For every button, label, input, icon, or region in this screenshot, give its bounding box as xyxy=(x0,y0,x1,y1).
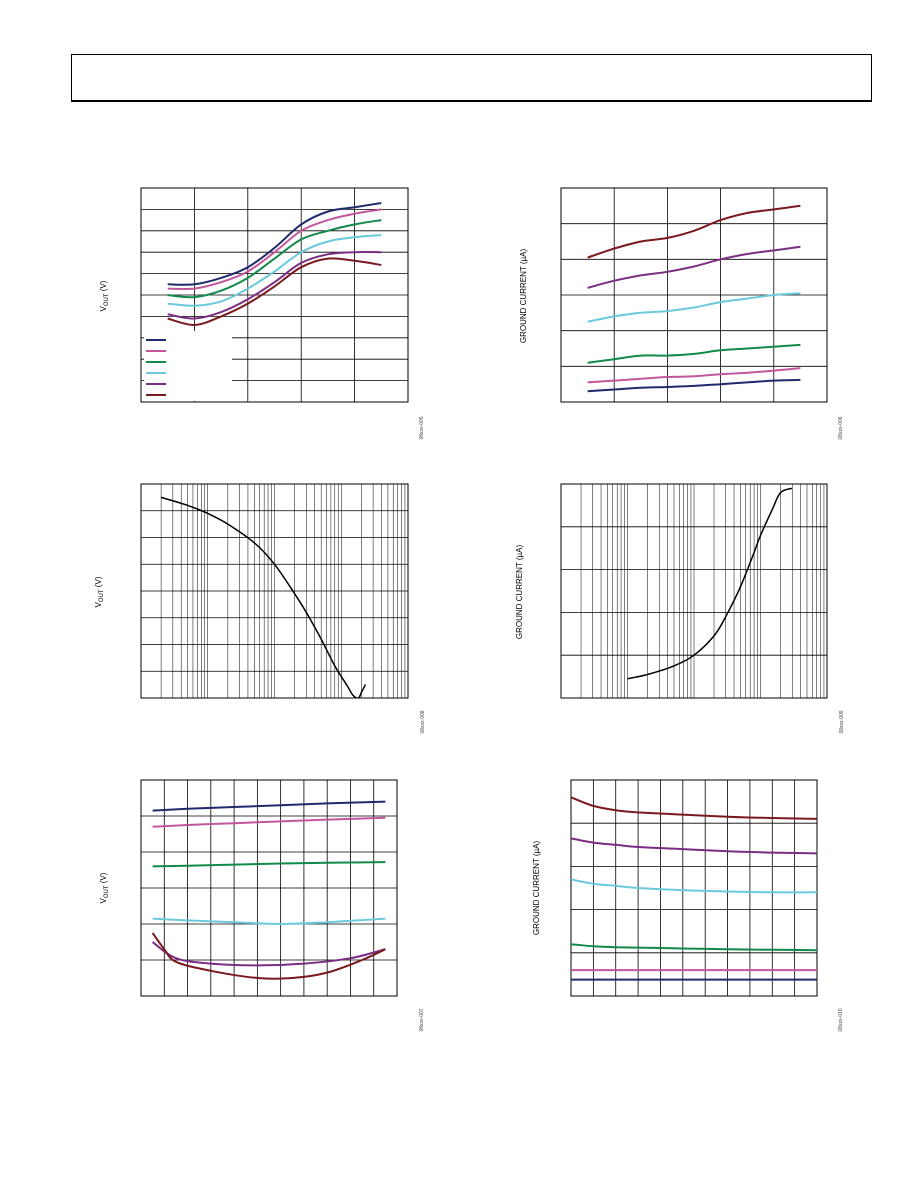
y-axis-label: VOUT (V) xyxy=(99,872,110,903)
chart-4: GROUND CURRENT (µA) 08xxx-009 xyxy=(515,483,845,734)
series-line-cyan xyxy=(571,878,817,894)
plot-frame xyxy=(560,187,828,403)
series-line-black xyxy=(627,487,793,680)
y-axis-label: GROUND CURRENT (µA) xyxy=(519,249,528,344)
series-line-navy xyxy=(152,800,386,812)
page-header-box xyxy=(71,54,872,102)
series-line-purple xyxy=(571,837,817,855)
chart-5: VOUT (V) 08xxx-007 xyxy=(99,779,425,1032)
y-axis-label: GROUND CURRENT (µA) xyxy=(515,545,524,640)
series-line-purple xyxy=(167,251,382,320)
chart-3: VOUT (V) 08xxx-008 xyxy=(94,483,426,734)
y-axis-label: VOUT (V) xyxy=(99,280,110,311)
chart-6: GROUND CURRENT (µA) 08xxx-010 xyxy=(532,779,844,1032)
series-line-maroon xyxy=(571,796,817,820)
series-line-purple xyxy=(152,941,386,967)
plot-frame xyxy=(140,779,398,997)
series-line-pink xyxy=(152,816,386,828)
series-line-black xyxy=(160,496,367,698)
series-line-pink xyxy=(587,367,801,384)
plot-frame xyxy=(140,483,409,699)
plot-frame xyxy=(560,483,828,699)
series-line-cyan xyxy=(167,234,382,307)
legend xyxy=(144,331,232,401)
series-line-green xyxy=(571,943,817,952)
plot-frame xyxy=(140,187,409,403)
figure-id: 08xxx-010 xyxy=(838,1008,844,1031)
figure-id: 08xxx-009 xyxy=(839,710,845,733)
figure-id: 08xxx-007 xyxy=(419,1008,425,1031)
series-line-maroon xyxy=(167,257,382,327)
series-line-navy xyxy=(167,202,382,286)
figure-id: 08xxx-005 xyxy=(419,416,425,439)
series-line-purple xyxy=(587,245,801,289)
series-line-cyan xyxy=(587,292,801,323)
series-line-navy xyxy=(587,378,801,393)
series-line-maroon xyxy=(151,932,386,980)
figure-id: 08xxx-008 xyxy=(420,710,426,733)
chart-1: VOUT (V) 08xxx-005 xyxy=(99,187,425,440)
series-line-maroon xyxy=(587,204,801,259)
figure-id: 08xxx-006 xyxy=(838,416,844,439)
legend-box xyxy=(144,331,232,401)
chart-2: GROUND CURRENT (µA) 08xxx-006 xyxy=(519,187,844,440)
series-line-green xyxy=(587,343,801,364)
series-line-green xyxy=(152,861,386,868)
series-line-cyan xyxy=(152,917,386,926)
series-line-green xyxy=(167,219,382,299)
y-axis-label: GROUND CURRENT (µA) xyxy=(532,841,541,936)
y-axis-label: VOUT (V) xyxy=(94,576,105,607)
plot-frame xyxy=(570,779,818,997)
series-line-pink xyxy=(167,208,382,291)
